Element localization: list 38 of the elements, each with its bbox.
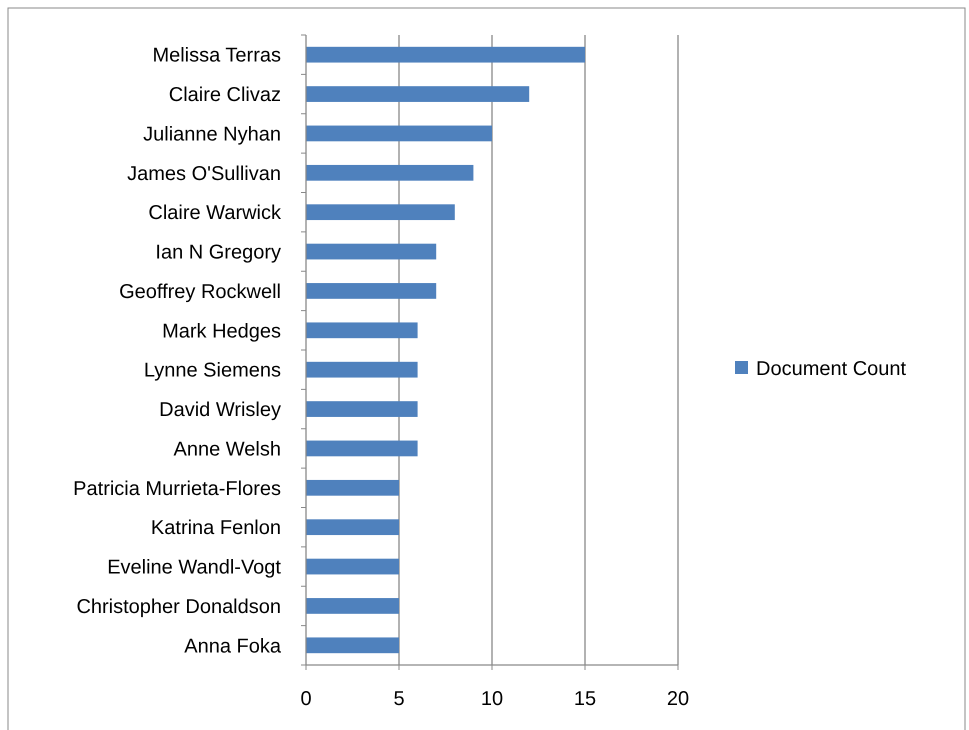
bar <box>306 283 436 299</box>
y-tick-label: David Wrisley <box>159 399 281 422</box>
bar <box>306 46 585 63</box>
bar <box>306 86 530 102</box>
x-tick-label: 0 <box>300 688 312 710</box>
x-tick-label: 10 <box>480 688 504 710</box>
y-tick-label: Claire Warwick <box>148 202 282 224</box>
bar <box>306 558 399 574</box>
y-tick-label: Patricia Murrieta-Flores <box>73 478 281 500</box>
bar <box>306 480 399 496</box>
bar <box>306 519 399 536</box>
y-tick-label: Anna Foka <box>184 635 282 658</box>
bar <box>306 440 418 456</box>
bar <box>306 598 399 614</box>
y-tick-label: Katrina Fenlon <box>150 517 281 540</box>
y-tick-label: Melissa Terras <box>152 44 281 67</box>
y-tick-label: Julianne Nyhan <box>143 123 281 146</box>
y-tick-label: James O'Sullivan <box>127 162 281 185</box>
y-tick-label: Geoffrey Rockwell <box>119 280 281 303</box>
bar <box>306 204 455 220</box>
bar <box>306 322 418 338</box>
bar <box>306 164 474 181</box>
bar <box>306 362 418 378</box>
x-tick-label: 5 <box>393 688 405 710</box>
legend-label: Document Count <box>756 358 907 380</box>
y-tick-label: Christopher Donaldson <box>76 596 281 618</box>
y-tick-label: Anne Welsh <box>174 438 281 460</box>
x-tick-label: 20 <box>666 688 690 710</box>
y-tick-label: Claire Clivaz <box>168 84 281 106</box>
y-tick-label: Lynne Siemens <box>144 360 281 382</box>
y-tick-label: Mark Hedges <box>162 320 281 342</box>
y-tick-label: Eveline Wandl-Vogt <box>107 556 282 579</box>
y-tick-label: Ian N Gregory <box>155 242 281 264</box>
x-tick-label: 15 <box>574 688 596 710</box>
bar <box>306 401 418 417</box>
bar <box>306 126 492 142</box>
bar <box>306 244 436 260</box>
bar <box>306 637 399 654</box>
